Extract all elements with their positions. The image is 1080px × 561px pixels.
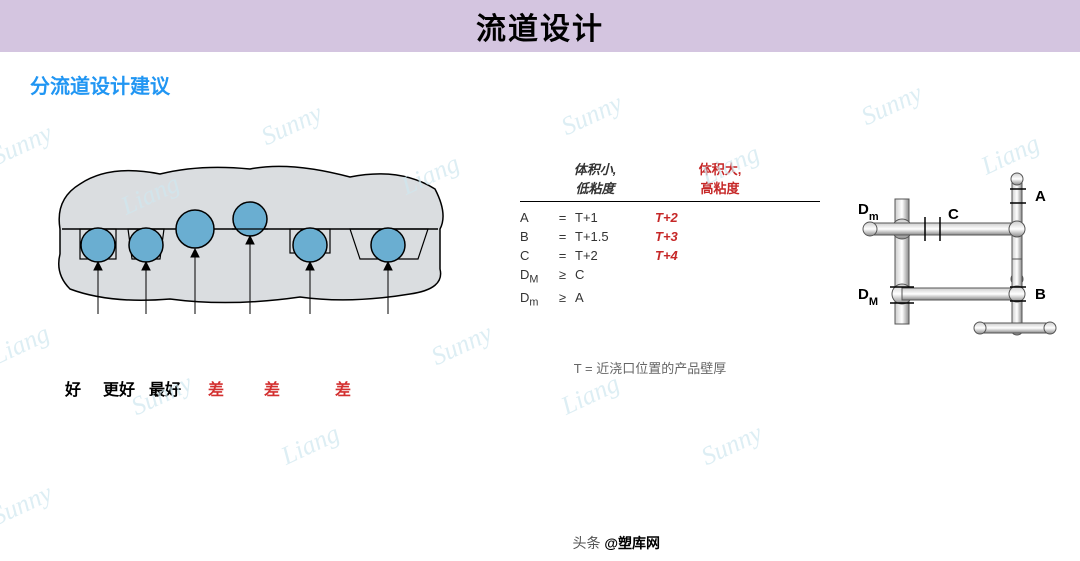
header-high-viscosity: 体积大, 高粘度 — [670, 159, 770, 197]
label-bad-3: 差 — [300, 376, 386, 400]
header-high-1: 体积大, — [699, 162, 742, 177]
label-C: C — [948, 206, 959, 223]
header-low-viscosity: 体积小, 低粘度 — [520, 159, 670, 197]
attribution-handle: @塑库网 — [604, 535, 660, 551]
watermark: Sunny — [697, 418, 767, 472]
sym: Dm — [520, 290, 550, 309]
cross-section-diagram — [50, 159, 450, 319]
label-good-2: 更好 — [96, 376, 142, 400]
op: = — [550, 210, 575, 225]
watermark: Sunny — [0, 478, 57, 532]
sym: A — [520, 210, 550, 225]
table-row: C = T+2 T+4 — [520, 248, 820, 263]
op: = — [550, 229, 575, 244]
label-bad-2: 差 — [244, 376, 300, 400]
table-row: B = T+1.5 T+3 — [520, 229, 820, 244]
attribution: 头条 @塑库网 — [572, 533, 660, 553]
table-row: Dm ≥ A — [520, 290, 820, 309]
cross-section-panel: 好 更好 最好 差 差 差 — [50, 159, 480, 400]
op: ≥ — [550, 290, 575, 309]
table-footnote: T = 近浇口位置的产品壁厚 — [520, 358, 780, 377]
runner-layout-diagram: Dm C A B DM — [840, 159, 1060, 359]
label-bad-1: 差 — [188, 376, 244, 400]
runner-layout-panel: Dm C A B DM — [840, 159, 1060, 400]
op: ≥ — [550, 267, 575, 286]
sym: B — [520, 229, 550, 244]
watermark: Liang — [277, 419, 345, 472]
attribution-prefix: 头条 — [572, 535, 600, 551]
section-subtitle: 分流道设计建议 — [30, 70, 1080, 99]
high: T+3 — [655, 229, 715, 244]
low: C — [575, 267, 655, 286]
low: A — [575, 290, 655, 309]
content-area: 好 更好 最好 差 差 差 体积小, 低粘度 体积大, 高粘度 A = T+1 … — [0, 159, 1080, 400]
table-row: DM ≥ C — [520, 267, 820, 286]
high: T+2 — [655, 210, 715, 225]
watermark: Sunny — [257, 98, 327, 152]
high: T+4 — [655, 248, 715, 263]
header-high-2: 高粘度 — [700, 181, 739, 196]
label-good-1: 好 — [50, 376, 96, 400]
table-row: A = T+1 T+2 — [520, 210, 820, 225]
label-good-3: 最好 — [142, 376, 188, 400]
header-low-2: 低粘度 — [575, 181, 614, 196]
table-header: 体积小, 低粘度 体积大, 高粘度 — [520, 159, 820, 202]
op: = — [550, 248, 575, 263]
page-title: 流道设计 — [476, 4, 604, 48]
label-A: A — [1035, 188, 1046, 205]
high — [655, 267, 715, 286]
label-Dm: Dm — [858, 201, 879, 223]
header-bar: 流道设计 — [0, 0, 1080, 52]
low: T+2 — [575, 248, 655, 263]
formula-panel: 体积小, 低粘度 体积大, 高粘度 A = T+1 T+2 B = T+1.5 … — [520, 159, 820, 400]
low: T+1.5 — [575, 229, 655, 244]
low: T+1 — [575, 210, 655, 225]
header-low-1: 体积小, — [574, 162, 617, 177]
sym: C — [520, 248, 550, 263]
label-B: B — [1035, 286, 1046, 303]
high — [655, 290, 715, 309]
sym: DM — [520, 267, 550, 286]
quality-labels: 好 更好 最好 差 差 差 — [50, 376, 480, 400]
label-DM: DM — [858, 286, 878, 308]
